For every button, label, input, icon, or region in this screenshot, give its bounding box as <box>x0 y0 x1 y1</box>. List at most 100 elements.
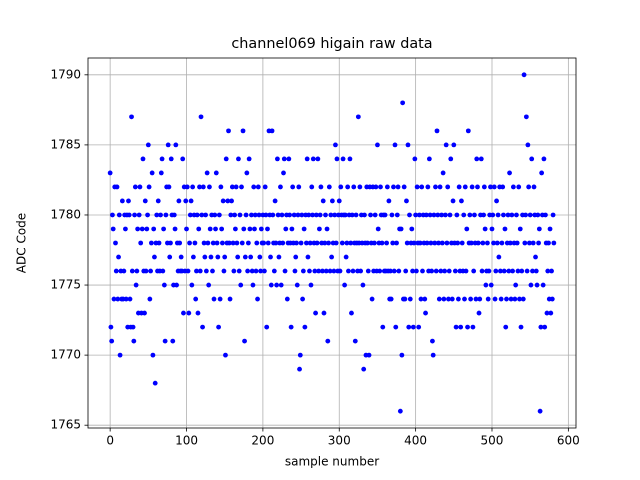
y-tick-label: 1775 <box>50 278 81 292</box>
data-point <box>223 156 229 162</box>
data-point <box>461 212 467 218</box>
data-point <box>320 198 326 204</box>
data-point <box>496 254 502 260</box>
data-point <box>535 212 541 218</box>
data-point <box>233 184 239 190</box>
data-point <box>323 268 329 274</box>
data-point <box>200 324 205 330</box>
data-point <box>440 170 446 176</box>
data-point <box>110 226 116 232</box>
data-point <box>378 184 383 190</box>
data-point <box>495 212 501 218</box>
data-point <box>452 268 458 274</box>
data-point <box>432 240 438 246</box>
data-point <box>471 268 477 274</box>
data-point <box>221 268 227 274</box>
data-point <box>140 156 146 162</box>
data-point <box>203 212 209 218</box>
data-point <box>439 240 445 246</box>
data-point <box>403 268 409 274</box>
data-point <box>158 170 164 176</box>
data-point <box>274 282 280 288</box>
data-point <box>183 198 189 204</box>
data-point <box>517 226 523 232</box>
data-point <box>394 212 400 218</box>
data-point <box>167 254 173 260</box>
data-point <box>478 156 484 162</box>
data-point <box>136 212 142 218</box>
data-point <box>493 268 499 274</box>
x-tick-label: 400 <box>404 434 427 448</box>
data-point <box>321 310 327 316</box>
data-point <box>473 296 479 302</box>
data-point <box>298 240 304 246</box>
data-point <box>181 310 186 316</box>
data-point <box>551 240 557 246</box>
data-point <box>520 296 526 302</box>
data-point <box>185 268 191 274</box>
data-point <box>529 156 535 162</box>
data-point <box>308 282 314 288</box>
data-point <box>459 240 465 246</box>
data-point <box>322 240 328 246</box>
data-point <box>405 142 411 148</box>
data-point <box>404 240 410 246</box>
data-point <box>126 198 131 204</box>
data-point <box>418 296 424 302</box>
data-point <box>324 226 330 232</box>
data-point <box>351 184 357 190</box>
data-point <box>144 226 150 232</box>
data-point <box>216 212 222 218</box>
data-point <box>371 240 377 246</box>
data-point <box>145 212 150 218</box>
data-point <box>504 296 509 302</box>
data-point <box>232 212 238 218</box>
data-point <box>527 240 532 246</box>
data-point <box>213 226 218 232</box>
data-point <box>435 212 441 218</box>
data-point <box>168 156 174 162</box>
data-point <box>406 324 412 330</box>
data-point <box>161 282 167 288</box>
data-point <box>464 226 470 232</box>
data-point <box>438 268 444 274</box>
data-point <box>515 268 521 274</box>
data-point <box>526 184 532 190</box>
data-point <box>499 240 505 246</box>
data-point <box>348 240 354 246</box>
x-tick-label: 500 <box>481 434 504 448</box>
data-point <box>262 184 268 190</box>
data-point <box>368 212 373 218</box>
data-point <box>132 212 137 218</box>
data-point <box>223 352 228 358</box>
data-point <box>247 226 253 232</box>
data-point <box>365 268 371 274</box>
data-point <box>186 310 192 316</box>
data-point <box>304 156 310 162</box>
data-point <box>389 212 395 218</box>
data-point <box>162 338 168 344</box>
data-point <box>171 212 177 218</box>
data-point <box>142 310 147 316</box>
data-point <box>117 352 123 358</box>
data-point <box>192 240 198 246</box>
data-point <box>369 296 375 302</box>
data-point <box>451 142 457 148</box>
data-point <box>491 184 497 190</box>
data-point <box>483 282 489 288</box>
data-point <box>307 268 312 274</box>
data-point <box>297 366 302 372</box>
data-point <box>543 212 548 218</box>
data-point <box>510 184 516 190</box>
data-point <box>210 268 215 274</box>
data-point <box>110 212 115 218</box>
data-point <box>158 212 163 218</box>
data-point <box>283 226 289 232</box>
data-point <box>353 212 359 218</box>
data-point <box>265 226 270 232</box>
data-point <box>206 282 212 288</box>
data-point <box>256 212 262 218</box>
data-point <box>170 338 176 344</box>
data-point <box>156 240 162 246</box>
data-point <box>510 268 516 274</box>
